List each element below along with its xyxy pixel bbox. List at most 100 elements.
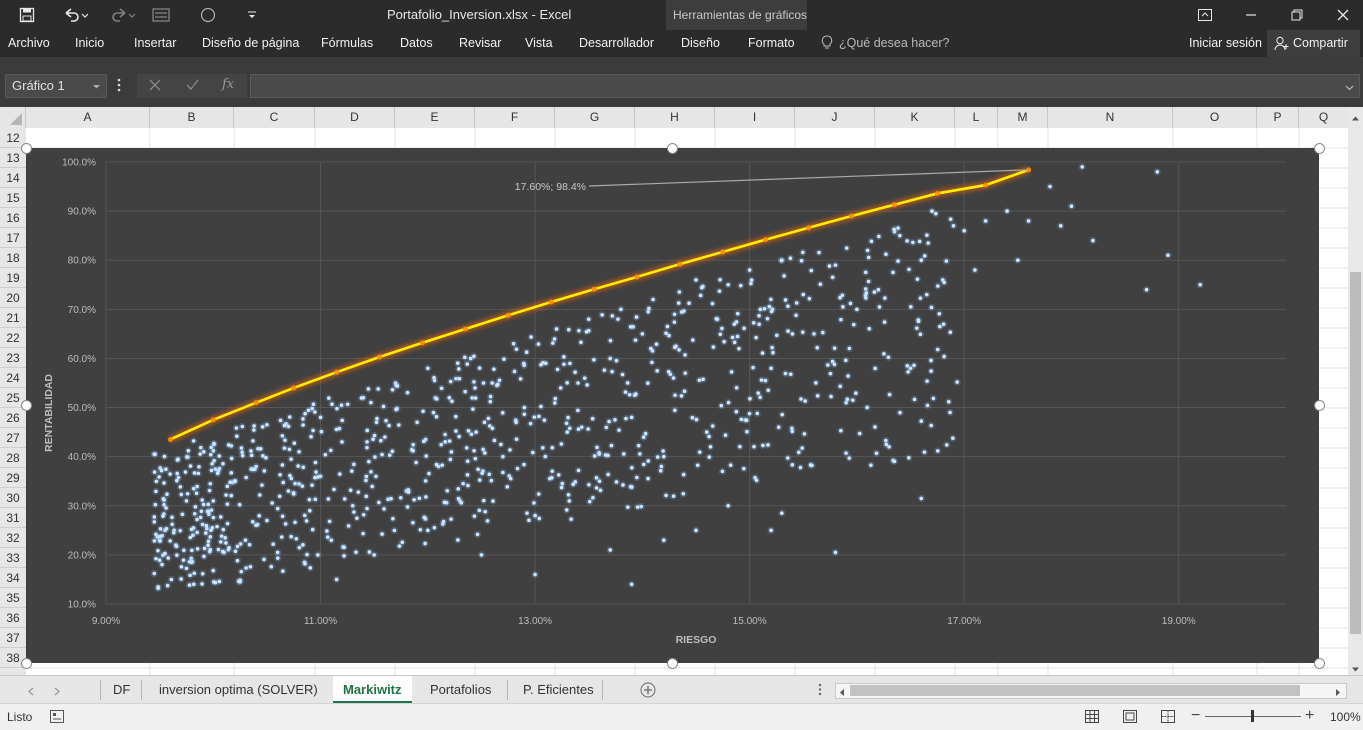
row-header[interactable]: 16: [0, 208, 26, 228]
scroll-down-icon[interactable]: [1351, 663, 1360, 677]
chart-resize-handle[interactable]: [667, 658, 678, 669]
sheet-tab-portafolios[interactable]: Portafolios: [430, 682, 492, 697]
zoom-out-icon[interactable]: −: [1191, 707, 1201, 724]
scroll-tabs-left-icon[interactable]: [27, 685, 35, 699]
zoom-level[interactable]: 100%: [1330, 710, 1361, 724]
column-header[interactable]: C: [234, 107, 315, 128]
tab-inicio[interactable]: Inicio: [75, 36, 105, 50]
expand-formula-icon[interactable]: [1345, 81, 1354, 95]
row-header[interactable]: 15: [0, 188, 26, 208]
redo-icon[interactable]: [102, 0, 142, 30]
tab-insertar[interactable]: Insertar: [134, 36, 177, 50]
row-header[interactable]: 27: [0, 428, 26, 448]
row-header[interactable]: 31: [0, 508, 26, 528]
share-button[interactable]: Compartir: [1267, 30, 1360, 57]
horizontal-scrollbar[interactable]: [835, 683, 1347, 699]
zoom-in-icon[interactable]: +: [1305, 707, 1315, 724]
scroll-up-icon[interactable]: [1351, 112, 1360, 126]
vertical-scroll-thumb[interactable]: [1350, 272, 1361, 634]
column-header[interactable]: I: [715, 107, 795, 128]
column-header[interactable]: D: [315, 107, 395, 128]
row-header[interactable]: 19: [0, 268, 26, 288]
chart-resize-handle[interactable]: [21, 658, 32, 669]
tab-split-handle-icon[interactable]: [818, 683, 822, 699]
row-header[interactable]: 13: [0, 148, 26, 168]
customize-qat-icon[interactable]: [242, 0, 262, 30]
tab-vista[interactable]: Vista: [525, 36, 553, 50]
scroll-right-icon[interactable]: [1334, 686, 1342, 700]
row-header[interactable]: 25: [0, 388, 26, 408]
tab-diseno[interactable]: Diseño: [681, 36, 720, 50]
insert-function-icon[interactable]: fx: [222, 77, 235, 92]
restore-icon[interactable]: [1284, 0, 1310, 30]
column-header[interactable]: K: [875, 107, 955, 128]
tab-formulas[interactable]: Fórmulas: [321, 36, 374, 50]
more-options-icon[interactable]: [117, 78, 121, 95]
chart-resize-handle[interactable]: [1314, 400, 1325, 411]
column-header[interactable]: L: [955, 107, 998, 128]
tab-datos[interactable]: Datos: [400, 36, 433, 50]
tab-archivo[interactable]: Archivo: [8, 36, 50, 50]
scroll-left-icon[interactable]: [838, 686, 846, 700]
undo-icon[interactable]: [55, 0, 95, 30]
row-header[interactable]: 12: [0, 128, 26, 148]
chart-resize-handle[interactable]: [1314, 658, 1325, 669]
column-header[interactable]: N: [1048, 107, 1173, 128]
row-header[interactable]: 23: [0, 348, 26, 368]
chart-resize-handle[interactable]: [1314, 143, 1325, 154]
row-header[interactable]: 21: [0, 308, 26, 328]
row-header[interactable]: 38: [0, 648, 26, 668]
vertical-scrollbar[interactable]: [1348, 107, 1363, 675]
sheet-tab-df[interactable]: DF: [113, 682, 131, 697]
name-box-dropdown-icon[interactable]: [92, 79, 101, 94]
row-header[interactable]: 24: [0, 368, 26, 388]
row-header[interactable]: 28: [0, 448, 26, 468]
circle-icon[interactable]: [195, 0, 221, 30]
row-header[interactable]: 14: [0, 168, 26, 188]
sign-in-link[interactable]: Iniciar sesión: [1189, 36, 1262, 50]
cancel-icon[interactable]: [149, 79, 161, 94]
row-header[interactable]: 33: [0, 548, 26, 568]
horizontal-scroll-thumb[interactable]: [850, 685, 1300, 696]
row-header[interactable]: 30: [0, 488, 26, 508]
close-icon[interactable]: [1330, 0, 1356, 30]
row-header[interactable]: 26: [0, 408, 26, 428]
form-icon[interactable]: [148, 0, 174, 30]
page-break-view-icon[interactable]: [1161, 710, 1175, 726]
chart-resize-handle[interactable]: [21, 143, 32, 154]
row-header[interactable]: 36: [0, 608, 26, 628]
row-header[interactable]: 32: [0, 528, 26, 548]
column-header[interactable]: A: [26, 107, 150, 128]
new-sheet-icon[interactable]: [640, 682, 656, 701]
tab-formato[interactable]: Formato: [748, 36, 795, 50]
column-header[interactable]: B: [150, 107, 234, 128]
row-header[interactable]: 29: [0, 468, 26, 488]
column-header[interactable]: G: [555, 107, 635, 128]
column-header[interactable]: Q: [1318, 110, 1329, 124]
column-header[interactable]: H: [635, 107, 715, 128]
ribbon-display-icon[interactable]: [1192, 0, 1218, 30]
sheet-tab-markiwitz[interactable]: Markiwitz: [333, 676, 412, 703]
select-all-corner[interactable]: [0, 107, 26, 128]
tell-me-search[interactable]: ¿Qué desea hacer?: [839, 36, 950, 50]
minimize-icon[interactable]: [1238, 0, 1264, 30]
column-header[interactable]: E: [395, 107, 475, 128]
name-box[interactable]: Gráfico 1: [5, 74, 107, 98]
scatter-chart[interactable]: 10.0% 20.0% 30.0% 40.0% 50.0% 60.0% 70.0% 80.0%…: [26, 148, 1319, 663]
macro-record-icon[interactable]: [50, 710, 64, 726]
enter-check-icon[interactable]: [186, 79, 199, 94]
row-header[interactable]: 34: [0, 568, 26, 588]
row-header[interactable]: 18: [0, 248, 26, 268]
tab-revisar[interactable]: Revisar: [459, 36, 502, 50]
chart-resize-handle[interactable]: [21, 400, 32, 411]
zoom-slider-thumb[interactable]: [1251, 710, 1254, 722]
column-header[interactable]: O: [1173, 107, 1257, 128]
sheet-tab-inversion-optima[interactable]: inversion optima (SOLVER): [159, 682, 318, 697]
normal-view-icon[interactable]: [1085, 710, 1099, 726]
formula-input[interactable]: [250, 74, 1360, 98]
save-icon[interactable]: [12, 0, 42, 30]
scroll-tabs-right-icon[interactable]: [53, 685, 61, 699]
column-header[interactable]: P: [1257, 107, 1299, 128]
tab-desarrollador[interactable]: Desarrollador: [579, 36, 655, 50]
row-header[interactable]: 22: [0, 328, 26, 348]
